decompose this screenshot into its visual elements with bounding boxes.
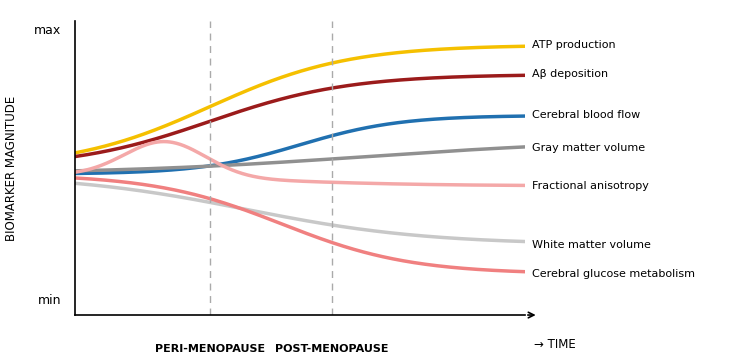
Text: max: max xyxy=(34,24,62,37)
Text: ATP production: ATP production xyxy=(532,40,616,50)
Text: POST-MENOPAUSE: POST-MENOPAUSE xyxy=(274,344,388,354)
Text: PERI-MENOPAUSE: PERI-MENOPAUSE xyxy=(155,344,265,354)
Text: Cerebral glucose metabolism: Cerebral glucose metabolism xyxy=(532,269,695,279)
Text: → TIME: → TIME xyxy=(534,338,576,351)
Text: min: min xyxy=(38,294,62,307)
Text: Cerebral blood flow: Cerebral blood flow xyxy=(532,110,640,120)
Text: Fractional anisotropy: Fractional anisotropy xyxy=(532,181,650,191)
Text: Aβ deposition: Aβ deposition xyxy=(532,69,609,79)
Text: Gray matter volume: Gray matter volume xyxy=(532,143,646,153)
Text: BIOMARKER MAGNITUDE: BIOMARKER MAGNITUDE xyxy=(5,96,19,241)
Text: White matter volume: White matter volume xyxy=(532,240,651,250)
